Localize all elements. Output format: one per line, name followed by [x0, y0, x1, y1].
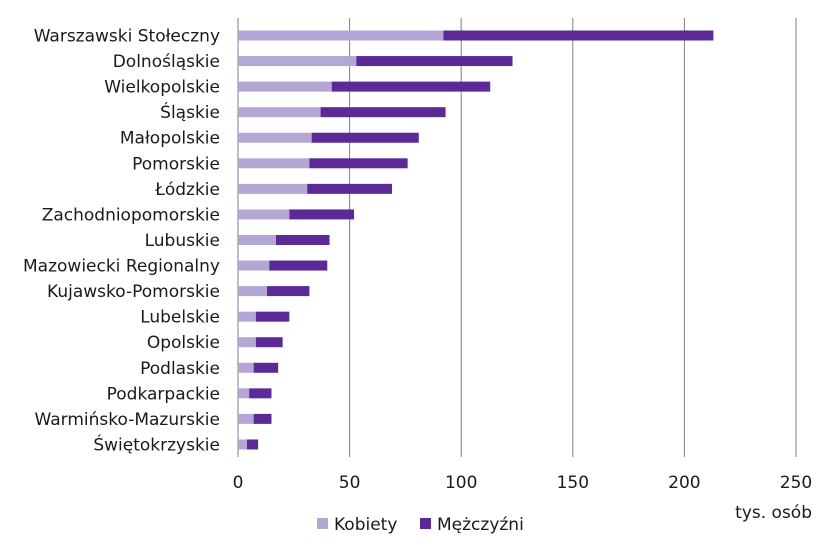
- category-label: Opolskie: [147, 333, 220, 353]
- legend-label-kobiety: Kobiety: [334, 515, 397, 535]
- legend: Kobiety Mężczyźni: [317, 515, 524, 535]
- bar-mezczyzni-lubelskie: [255, 311, 290, 322]
- bars: [238, 30, 714, 450]
- legend-swatch-kobiety: [317, 518, 328, 529]
- bar-kobiety-lubelskie: [238, 311, 256, 322]
- bar-kobiety-podlaskie: [238, 362, 254, 373]
- category-label: Wielkopolskie: [104, 78, 220, 98]
- bar-mezczyzni-malopolskie: [311, 132, 419, 143]
- bar-mezczyzni-podlaskie: [253, 362, 279, 373]
- x-tick-label: 0: [233, 473, 244, 493]
- bar-mezczyzni-lodzkie: [307, 183, 393, 194]
- category-label: Kujawsko-Pomorskie: [47, 282, 220, 302]
- category-label: Lubuskie: [145, 231, 220, 251]
- bar-mezczyzni-opolskie: [255, 337, 283, 348]
- bar-kobiety-zachodniopomorskie: [238, 209, 290, 220]
- bar-mezczyzni-dolnoslaskie: [356, 56, 513, 67]
- bar-mezczyzni-warminsko-mazurskie: [253, 413, 272, 424]
- bar-kobiety-pomorskie: [238, 158, 310, 169]
- bar-kobiety-mazowiecki-regionalny: [238, 260, 270, 271]
- category-label: Małopolskie: [120, 129, 220, 149]
- bar-kobiety-lubuskie: [238, 234, 276, 245]
- bar-mezczyzni-lubuskie: [275, 234, 330, 245]
- bar-kobiety-dolnoslaskie: [238, 56, 357, 67]
- bar-kobiety-kujawsko-pomorskie: [238, 286, 268, 297]
- category-label: Świętokrzyskie: [93, 433, 220, 455]
- category-label: Podkarpackie: [107, 384, 220, 404]
- bar-mezczyzni-kujawsko-pomorskie: [267, 286, 310, 297]
- bar-mezczyzni-slaskie: [320, 107, 446, 118]
- category-label: Zachodniopomorskie: [42, 205, 220, 225]
- category-label: Śląskie: [160, 101, 220, 123]
- category-label: Pomorskie: [132, 154, 220, 174]
- category-label: Mazowiecki Regionalny: [23, 257, 220, 277]
- category-label: Lubelskie: [140, 308, 220, 328]
- bar-kobiety-lodzkie: [238, 183, 308, 194]
- bar-mezczyzni-pomorskie: [309, 158, 408, 169]
- bar-mezczyzni-warszawski-stoleczny: [443, 30, 714, 41]
- bar-kobiety-wielkopolskie: [238, 81, 332, 92]
- x-tick-label: 50: [339, 473, 361, 493]
- x-axis-unit-label: tys. osób: [735, 503, 812, 523]
- bar-kobiety-slaskie: [238, 107, 321, 118]
- bar-kobiety-swietokrzyskie: [238, 439, 247, 450]
- category-label: Podlaskie: [140, 359, 220, 379]
- bar-kobiety-warminsko-mazurskie: [238, 413, 254, 424]
- legend-swatch-mezczyzni: [420, 518, 431, 529]
- x-axis-ticks: 0 50 100 150 200 250: [233, 473, 813, 493]
- x-tick-label: 250: [780, 473, 812, 493]
- bar-mezczyzni-mazowiecki-regionalny: [269, 260, 328, 271]
- bar-mezczyzni-podkarpackie: [249, 388, 272, 399]
- bar-kobiety-warszawski-stoleczny: [238, 30, 444, 41]
- x-tick-label: 200: [668, 473, 700, 493]
- bar-kobiety-opolskie: [238, 337, 256, 348]
- x-tick-label: 150: [557, 473, 589, 493]
- category-label: Warmińsko-Mazurskie: [35, 410, 221, 430]
- bar-mezczyzni-wielkopolskie: [331, 81, 491, 92]
- x-tick-label: 100: [445, 473, 477, 493]
- bar-mezczyzni-zachodniopomorskie: [289, 209, 355, 220]
- bar-kobiety-malopolskie: [238, 132, 312, 143]
- bar-kobiety-podkarpackie: [238, 388, 250, 399]
- category-label: Łódzkie: [154, 180, 220, 200]
- category-label: Warszawski Stołeczny: [34, 27, 220, 47]
- legend-label-mezczyzni: Mężczyźni: [437, 515, 524, 535]
- category-label: Dolnośląskie: [113, 52, 220, 72]
- bar-mezczyzni-swietokrzyskie: [246, 439, 259, 450]
- category-labels: Warszawski Stołeczny Dolnośląskie Wielkopo…: [23, 27, 220, 456]
